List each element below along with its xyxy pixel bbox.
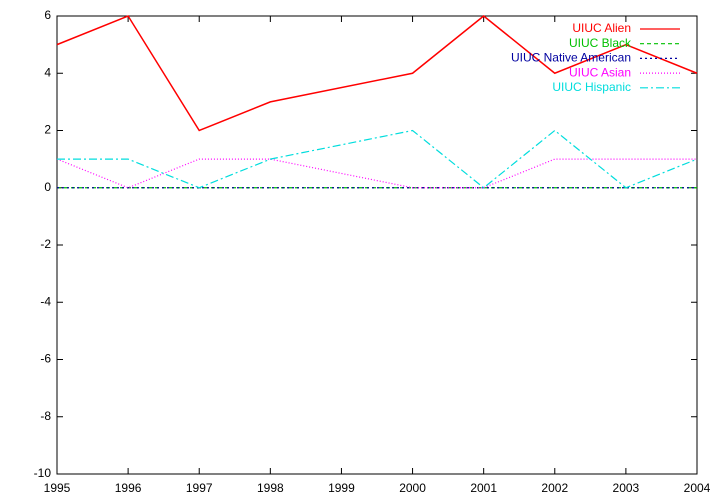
y-tick-label: -8 [40,409,51,423]
series-line [56,158,697,189]
x-tick-label: 2003 [613,481,640,495]
legend-label: UIUC Black [569,36,632,50]
x-tick-label: 1998 [257,481,284,495]
legend-label: UIUC Alien [572,21,631,35]
x-tick-label: 2002 [541,481,568,495]
x-tick-label: 1996 [115,481,142,495]
y-tick-label: -2 [40,237,51,251]
y-tick-label: 0 [44,180,51,194]
y-tick-label: -6 [40,352,51,366]
x-tick-label: 2004 [684,481,711,495]
x-tick-label: 1999 [328,481,355,495]
y-tick-label: -10 [34,466,52,480]
y-tick-label: 4 [44,65,51,79]
y-tick-label: -4 [40,294,51,308]
legend-label: UIUC Asian [569,65,631,79]
legend-label: UIUC Native American [511,51,631,65]
y-tick-label: 6 [44,8,51,22]
series-line [57,129,698,189]
series-line [56,15,698,132]
y-tick-label: 2 [44,123,51,137]
x-tick-label: 2000 [399,481,426,495]
legend-label: UIUC Hispanic [552,80,631,94]
x-tick-label: 1995 [44,481,71,495]
x-tick-label: 2001 [470,481,497,495]
x-tick-label: 1997 [186,481,213,495]
